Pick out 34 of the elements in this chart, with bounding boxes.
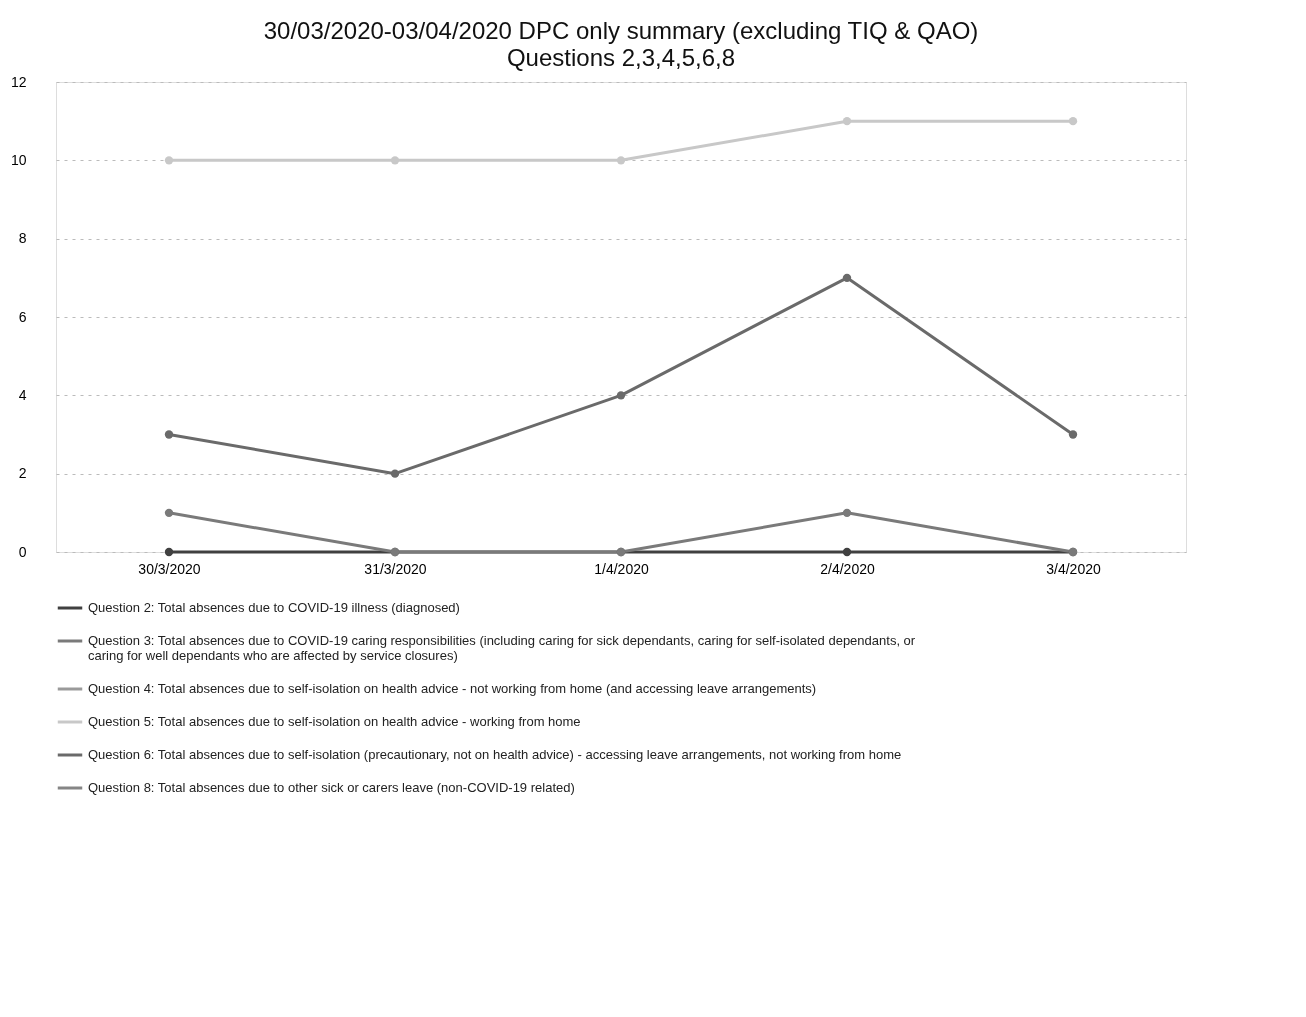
point <box>842 116 852 126</box>
chart-subtitle: Questions 2,3,4,5,6,8 <box>506 44 736 71</box>
y-tick-label: 12 <box>10 73 27 90</box>
y-tick-label: 8 <box>18 230 27 247</box>
legend-label: Question 8: Total absences due to other sick or carers leave (non-COVID-19 related) <box>88 780 575 795</box>
legend-label: Question 6: Total absences due to self-isolation (precautionary, not on health advice) - accessing leave arrangements, not working from home <box>88 747 902 762</box>
legend-label: Question 5: Total absences due to self-isolation on health advice - working from home <box>88 714 581 729</box>
y-tick-label: 10 <box>10 151 27 168</box>
point <box>164 547 174 557</box>
y-tick-label: 2 <box>18 465 27 482</box>
point <box>842 508 852 518</box>
point <box>616 391 626 400</box>
x-tick-label: 3/4/2020 <box>1046 560 1101 577</box>
x-tick-label: 31/3/2020 <box>364 560 427 577</box>
point <box>616 156 626 165</box>
point <box>1068 116 1078 126</box>
point <box>1068 430 1078 439</box>
x-tick-label: 30/3/2020 <box>138 560 201 577</box>
legend-label: Question 3: Total absences due to COVID-19 caring responsibilities (including caring for sick dependants, caring for self-isolated dependants, or caring for well dependants who are affected by service closures) <box>88 633 916 663</box>
point <box>390 156 400 165</box>
point <box>842 547 852 557</box>
point <box>164 156 174 165</box>
y-tick-label: 0 <box>18 543 27 560</box>
y-tick-label: 6 <box>18 308 27 325</box>
point <box>390 469 400 478</box>
x-tick-label: 2/4/2020 <box>820 560 875 577</box>
y-tick-label: 4 <box>18 386 27 403</box>
chart-title: 30/03/2020-03/04/2020 DPC only summary (excluding TIQ & QAO) <box>263 17 979 44</box>
legend-label: Question 4: Total absences due to self-isolation on health advice - not working from home (and accessing leave arrangements) <box>88 681 817 696</box>
point <box>164 508 174 518</box>
legend-label: Question 2: Total absences due to COVID-19 illness (diagnosed) <box>88 600 460 615</box>
point <box>164 430 174 439</box>
point <box>842 273 852 283</box>
x-tick-label: 1/4/2020 <box>594 560 649 577</box>
